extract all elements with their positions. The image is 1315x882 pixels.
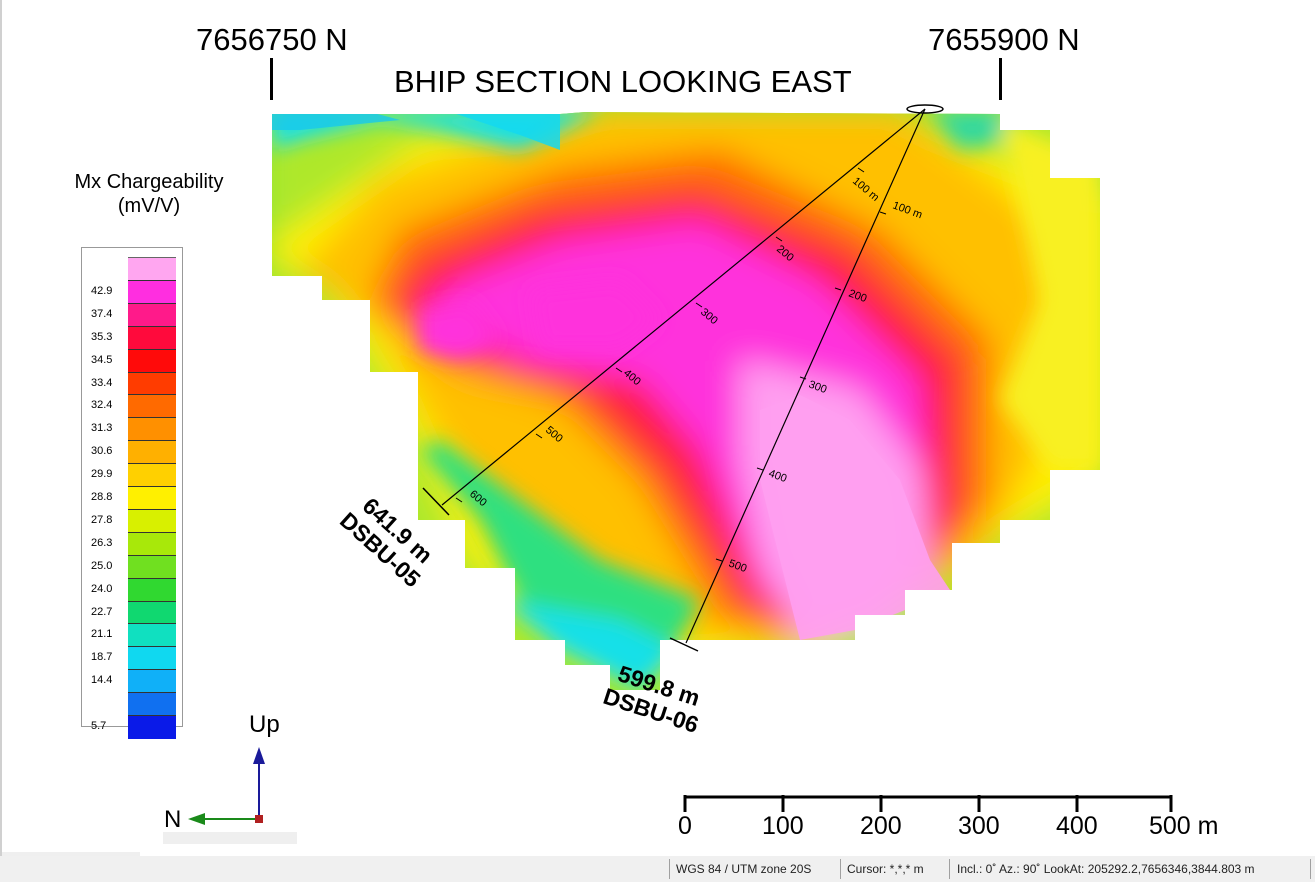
status-projection: WGS 84 / UTM zone 20S [676, 862, 812, 876]
scale-label: 0 [678, 812, 692, 840]
legend-value-label: 5.7 [91, 720, 107, 732]
northing-tick-left [270, 58, 273, 100]
legend-swatch [128, 394, 176, 419]
legend-value-label: 25.0 [91, 559, 113, 572]
legend-swatch [128, 440, 176, 465]
legend-swatch [128, 257, 176, 282]
legend-value-label: 33.4 [91, 376, 113, 389]
legend-swatch [128, 623, 176, 648]
end-tick-dsbu-05 [422, 487, 450, 516]
legend-swatch [128, 669, 176, 694]
status-view: Incl.: 0˚ Az.: 90˚ LookAt: 205292.2,7656… [957, 862, 1255, 876]
status-bar: WGS 84 / UTM zone 20S Cursor: *,*,* m In… [0, 856, 1315, 882]
legend-value-label: 27.8 [91, 513, 113, 526]
section-title: BHIP SECTION LOOKING EAST [394, 64, 852, 99]
axis-indicator [188, 747, 265, 825]
legend-value-label: 30.6 [91, 445, 113, 458]
legend-swatch [128, 692, 176, 717]
depth-tick-label: 500 [727, 558, 748, 576]
status-separator [840, 859, 841, 879]
legend-swatch [128, 348, 176, 373]
scale-label: 100 [762, 812, 804, 840]
status-separator [949, 859, 950, 879]
legend-swatch [128, 577, 176, 602]
scale-label: 400 [1056, 812, 1098, 840]
north-arrow-icon [188, 813, 205, 825]
depth-tick-label: 300 [807, 379, 828, 397]
legend-swatch [128, 600, 176, 625]
up-arrow-icon [253, 747, 265, 764]
legend-value-label: 34.5 [91, 353, 113, 366]
status-cursor: Cursor: *,*,* m [847, 862, 924, 876]
legend-value-label: 22.7 [91, 605, 113, 618]
drillhole-traces [422, 104, 944, 652]
legend-value-label: 24.0 [91, 582, 113, 595]
depth-tick-label: 200 [847, 288, 868, 306]
legend-title-line1: Mx Chargeability [74, 171, 224, 193]
legend-swatch [128, 463, 176, 488]
legend-swatch [128, 554, 176, 580]
legend-value-label: 42.9 [91, 284, 113, 297]
legend-swatch [128, 302, 176, 328]
legend-swatch [128, 646, 176, 671]
trace-dsbu-06 [685, 108, 926, 644]
legend-value-label: 29.9 [91, 468, 113, 481]
legend-value-label: 21.1 [91, 628, 113, 641]
legend-value-label: 26.3 [91, 536, 113, 549]
section-contour-image [272, 112, 1100, 690]
legend-value-label: 14.4 [91, 674, 113, 687]
legend-value-label: 37.4 [91, 307, 113, 320]
scale-label: 500 m [1149, 812, 1219, 840]
legend-title: Mx Chargeability (mV/V) [56, 170, 242, 218]
up-axis-label: Up [249, 711, 280, 738]
scale-label: 300 [958, 812, 1000, 840]
collar-marker [906, 104, 944, 114]
legend-value-label: 35.3 [91, 330, 113, 343]
legend-swatch [128, 325, 176, 351]
legend-value-label: 28.8 [91, 491, 113, 503]
chargeability-section-plot: 100 m 200 300 400 500 600 100 m 200 300 … [0, 0, 1173, 856]
north-axis-label: N [164, 806, 182, 833]
trace-dsbu-05 [441, 108, 926, 506]
legend-swatch [128, 715, 176, 740]
northing-label-right: 7655900 N [928, 22, 1080, 57]
end-tick-dsbu-06 [669, 637, 699, 652]
axis-indicator-backdrop [163, 832, 297, 844]
chargeability-legend: 42.9 37.4 35.3 34.5 33.4 32.4 31.3 30.6 29.9 28.8… [81, 247, 183, 740]
legend-swatch [128, 531, 176, 557]
northing-tick-right [999, 58, 1002, 100]
legend-swatch [128, 508, 176, 534]
origin-marker [255, 815, 263, 823]
legend-swatch [128, 486, 176, 511]
legend-swatch [128, 279, 176, 305]
legend-title-line2: (mV/V) [117, 195, 181, 217]
legend-value-label: 31.3 [91, 422, 113, 435]
legend-value-label: 18.7 [91, 651, 113, 664]
status-separator [1310, 859, 1311, 879]
depth-tick-label: 400 [767, 468, 788, 486]
legend-swatch [128, 371, 176, 396]
status-separator [669, 859, 670, 879]
scale-label: 200 [860, 812, 902, 840]
legend-swatch [128, 417, 176, 442]
northing-label-left: 7656750 N [196, 22, 348, 57]
scale-bar [683, 795, 1173, 812]
legend-value-label: 32.4 [91, 399, 113, 412]
